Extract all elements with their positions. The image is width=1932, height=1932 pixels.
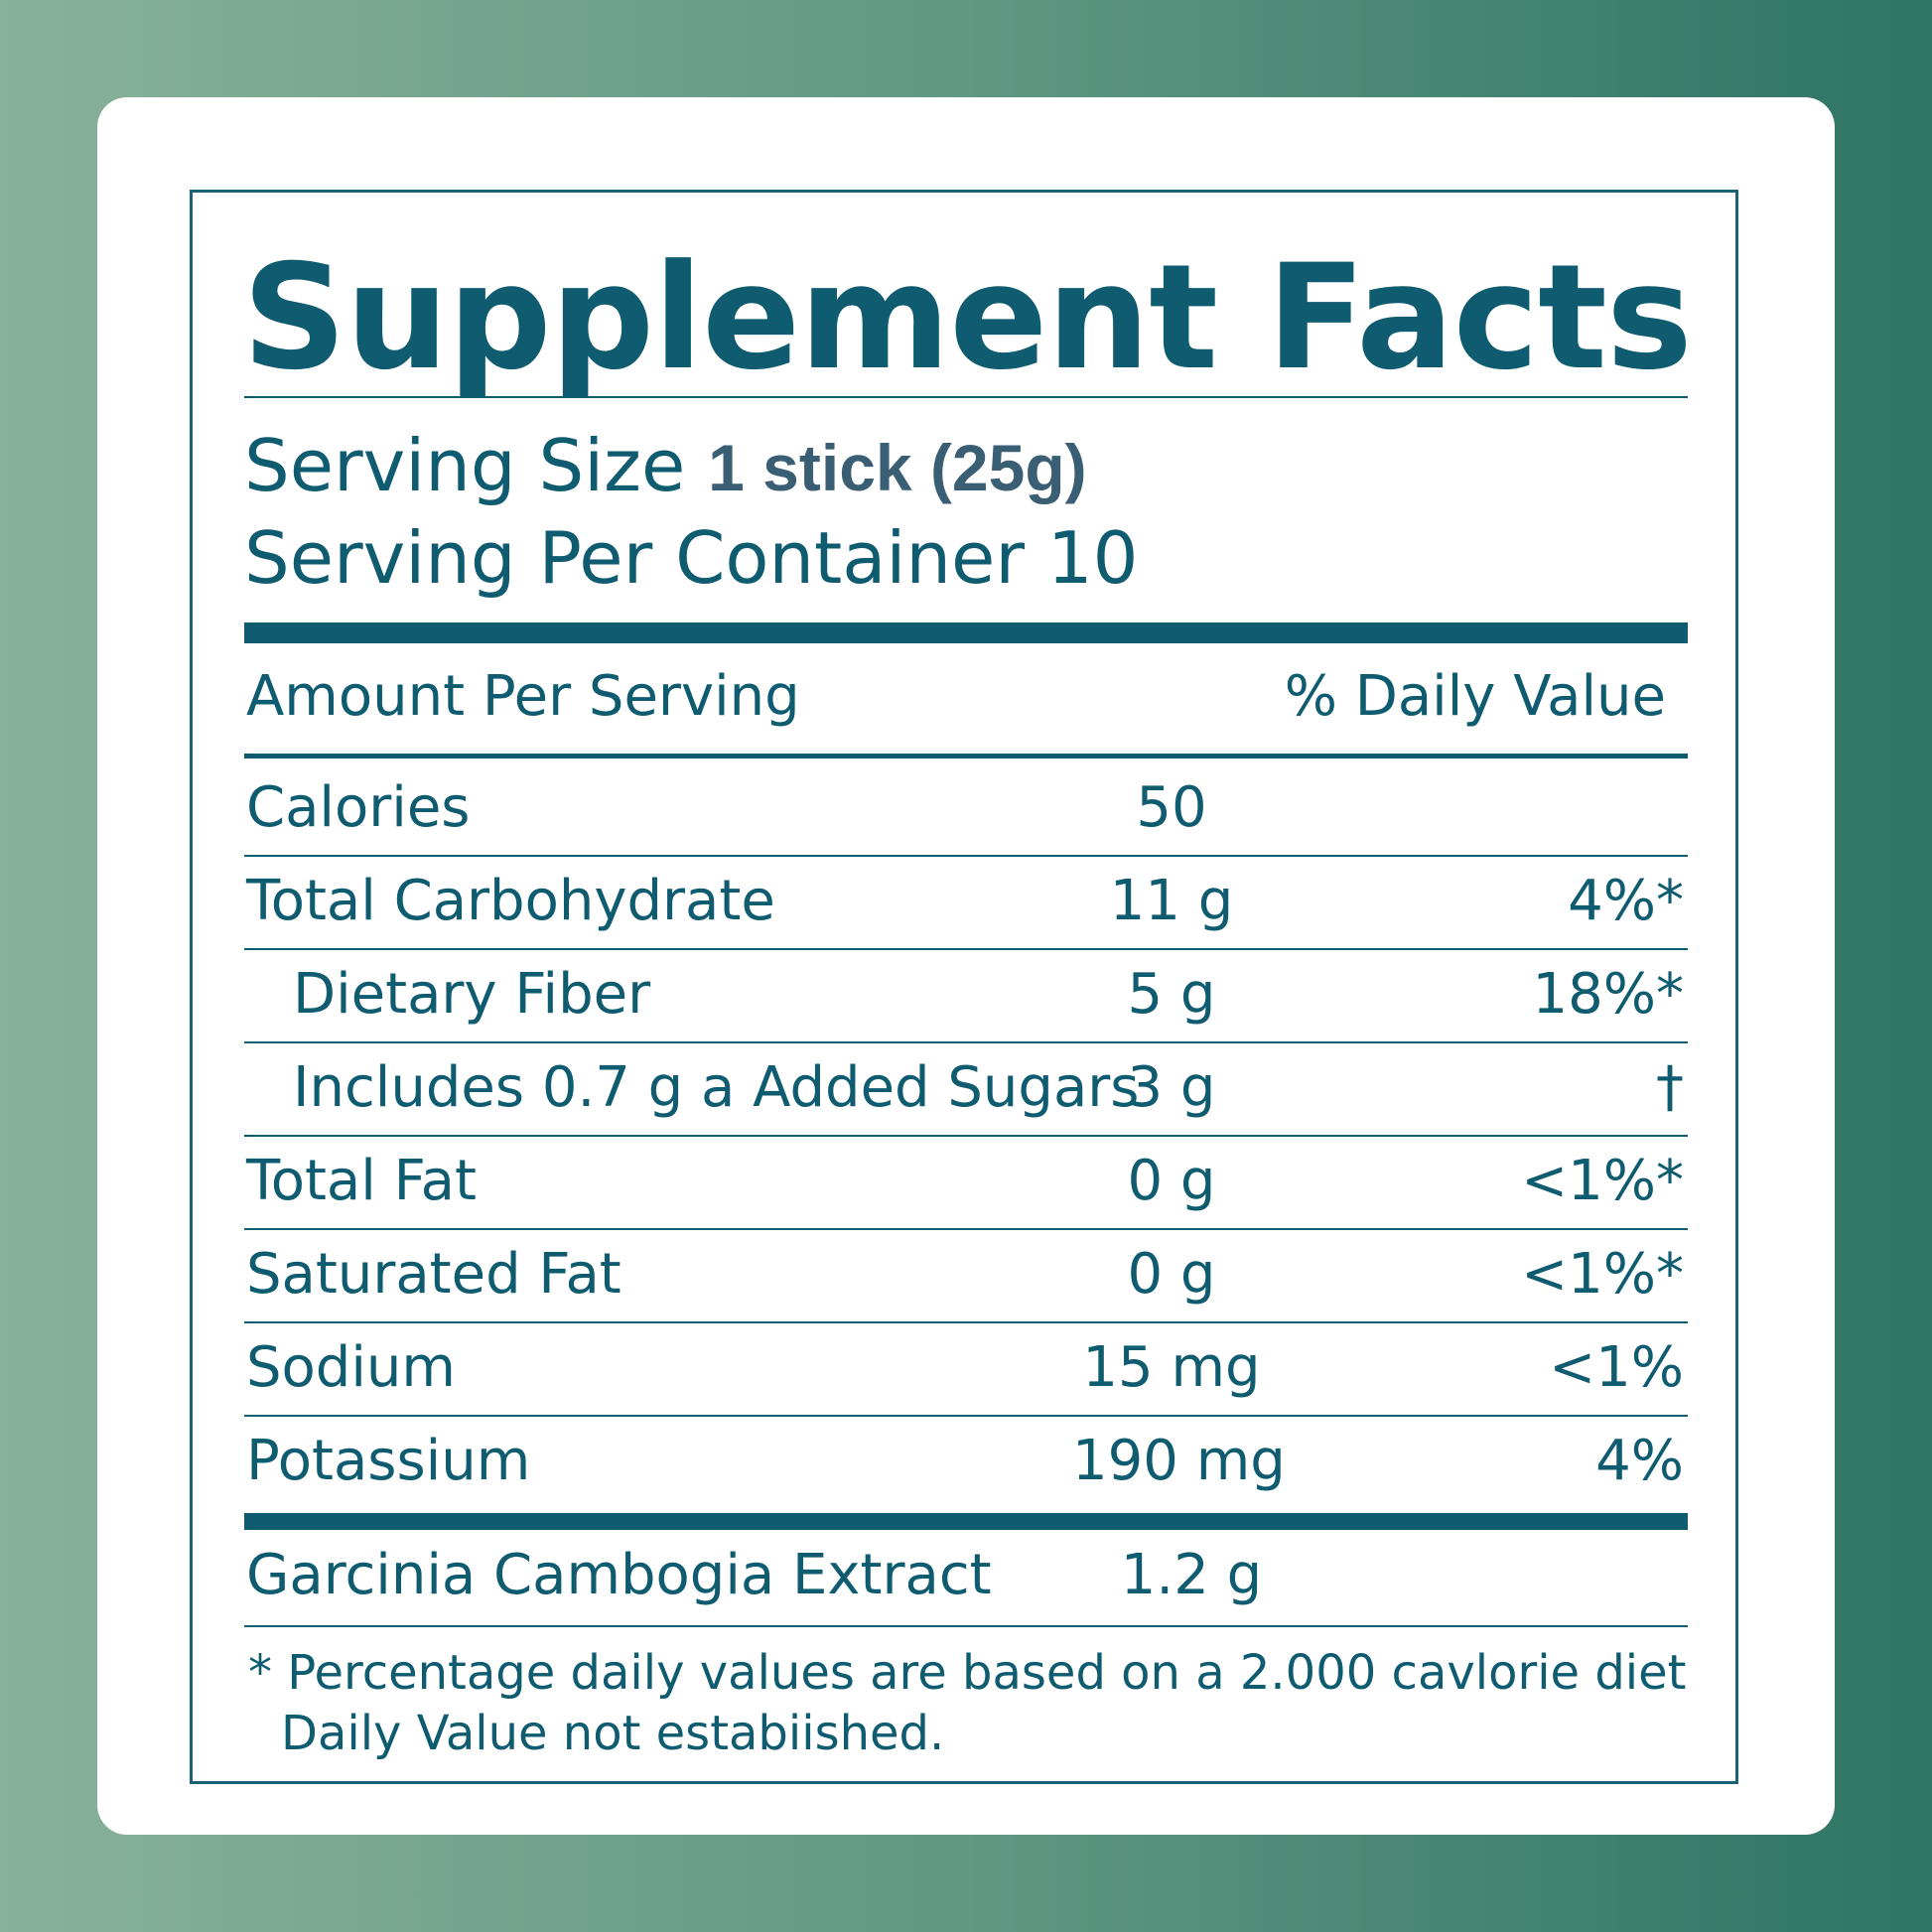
- servings-per-container: Serving Per Container 10: [244, 508, 1138, 608]
- thick-bar: [244, 622, 1688, 643]
- nutrient-name: Dietary Fiber: [293, 962, 651, 1027]
- nutrient-amount: 15 mg: [1082, 1335, 1261, 1400]
- nutrient-amount: 5 g: [1127, 962, 1216, 1027]
- nutrient-amount: 0 g: [1127, 1149, 1216, 1213]
- nutrient-amount: 0 g: [1127, 1242, 1216, 1307]
- nutrient-daily-value: †: [1656, 1055, 1684, 1120]
- extract-amount: 1.2 g: [1120, 1543, 1263, 1607]
- divider: [244, 754, 1688, 759]
- nutrient-name: Total Carbohydrate: [246, 869, 775, 933]
- divider: [244, 1228, 1688, 1230]
- nutrient-amount: 190 mg: [1072, 1429, 1286, 1493]
- thick-bar: [244, 1513, 1688, 1530]
- extract-name: Garcinia Cambogia Extract: [246, 1543, 992, 1607]
- divider: [244, 1041, 1688, 1043]
- footnote: * Percentage daily values are based on a…: [248, 1645, 1687, 1701]
- nutrient-daily-value: 4%: [1595, 1429, 1684, 1493]
- servings-value: 10: [1046, 516, 1139, 600]
- nutrient-amount: 11 g: [1109, 869, 1234, 933]
- serving-size-value: 1 stick (25g): [708, 431, 1087, 504]
- divider: [244, 396, 1688, 398]
- header-amount: Amount Per Serving: [246, 664, 800, 729]
- serving-size-label: Serving Size: [244, 424, 686, 507]
- divider: [244, 1625, 1688, 1627]
- footnote: Daily Value not estabiished.: [281, 1706, 945, 1761]
- divider: [244, 1415, 1688, 1417]
- nutrient-daily-value: <1%*: [1521, 1149, 1684, 1213]
- nutrient-daily-value: 18%*: [1532, 962, 1684, 1027]
- serving-size: Serving Size 1 stick (25g): [244, 416, 1087, 515]
- header-daily-value: % Daily Value: [1284, 664, 1666, 729]
- nutrient-amount: 3 g: [1127, 1055, 1216, 1120]
- servings-label: Serving Per Container: [244, 516, 1025, 600]
- title: Supplement Facts: [242, 233, 1693, 402]
- nutrient-amount: 50: [1136, 775, 1207, 840]
- label-frame: [190, 190, 1738, 1784]
- divider: [244, 1321, 1688, 1323]
- nutrient-name: Includes 0.7 g a Added Sugars: [293, 1055, 1140, 1120]
- nutrient-daily-value: 4%*: [1568, 869, 1684, 933]
- card: [97, 97, 1835, 1835]
- divider: [244, 948, 1688, 950]
- nutrient-daily-value: <1%: [1549, 1335, 1684, 1400]
- nutrient-name: Sodium: [246, 1335, 456, 1400]
- divider: [244, 1135, 1688, 1137]
- nutrient-name: Total Fat: [246, 1149, 477, 1213]
- nutrient-name: Saturated Fat: [246, 1242, 621, 1307]
- divider: [244, 855, 1688, 857]
- nutrient-name: Calories: [246, 775, 471, 840]
- nutrient-daily-value: <1%*: [1521, 1242, 1684, 1307]
- nutrient-name: Potassium: [246, 1429, 531, 1493]
